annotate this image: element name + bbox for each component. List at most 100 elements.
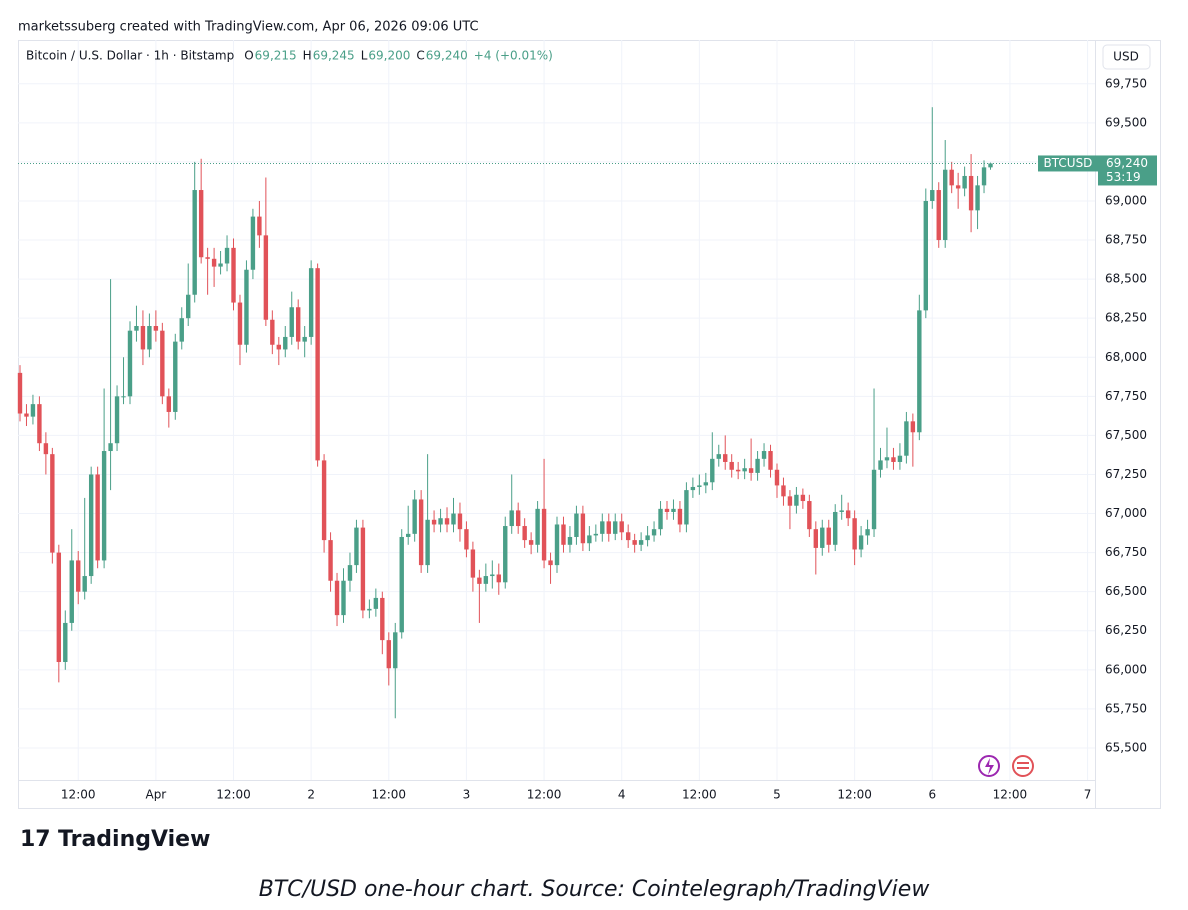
candle-body: [845, 510, 851, 519]
candle-body: [781, 485, 786, 497]
candle-body: [955, 185, 961, 189]
candle-body: [438, 518, 443, 525]
candle-body: [250, 216, 256, 270]
candle-body: [451, 513, 456, 525]
candle-body: [567, 536, 573, 545]
x-tick-label: 12:00: [682, 788, 717, 802]
currency-box[interactable]: [1102, 44, 1151, 70]
candle-body: [690, 486, 696, 491]
candle-body: [710, 458, 715, 483]
countdown: 53:19: [1106, 170, 1141, 184]
symbol-tag-text: BTCUSD: [1044, 156, 1093, 170]
candle-body: [347, 565, 353, 581]
candle-body: [198, 190, 204, 258]
y-tick-label: 66,750: [1105, 545, 1147, 559]
y-tick-label: 69,750: [1105, 76, 1147, 90]
legend-key: C: [416, 49, 424, 63]
candle-body: [444, 518, 450, 525]
icons: [978, 755, 1034, 777]
candle-body: [871, 469, 877, 530]
candle-body: [800, 494, 806, 502]
candle-body: [30, 404, 36, 417]
y-tick-label: 68,500: [1105, 272, 1147, 286]
candle-body: [619, 521, 624, 533]
candle-body: [496, 574, 501, 583]
candle-body: [503, 526, 508, 583]
x-tick-label: 12:00: [837, 788, 872, 802]
candle-body: [820, 527, 825, 548]
price-tag: [1098, 155, 1157, 186]
x-tick-label: 12:00: [993, 788, 1028, 802]
candle-body: [231, 247, 236, 303]
candle-body: [697, 485, 702, 487]
x-tick-label: 12:00: [371, 788, 406, 802]
candle-body: [651, 529, 657, 536]
candle-body: [95, 474, 100, 561]
candle-body: [981, 167, 987, 186]
candle-body: [580, 513, 586, 544]
candle-body: [373, 597, 379, 609]
candle-body: [211, 258, 217, 267]
x-tick-label: 6: [928, 788, 936, 802]
candle-body: [17, 372, 23, 414]
candle-body: [393, 632, 398, 669]
candle-body: [302, 336, 307, 342]
candle-body: [470, 549, 476, 578]
candle-body: [807, 501, 812, 530]
candle-body: [418, 499, 424, 566]
candle-body: [296, 307, 301, 342]
candle-body: [606, 521, 611, 534]
currency: USD: [1113, 50, 1139, 64]
candle-body: [509, 510, 514, 527]
legend-key: O: [244, 49, 253, 63]
y-tick-label: 68,000: [1105, 350, 1147, 364]
candle-body: [677, 508, 683, 525]
x-tick-label: 4: [618, 788, 626, 802]
candle-body: [548, 560, 553, 566]
candle-body: [160, 330, 165, 397]
y-tick-label: 67,750: [1105, 389, 1147, 403]
y-tick-label: 69,500: [1105, 115, 1147, 129]
candle-body: [587, 535, 592, 544]
candle-body: [477, 577, 482, 584]
candle-body: [50, 454, 55, 553]
candle-body: [943, 169, 948, 241]
candle-body: [354, 527, 359, 566]
candle-body: [283, 336, 288, 350]
candle-body: [774, 469, 780, 486]
x-tick-label: 12:00: [527, 788, 562, 802]
y-tick-label: 67,000: [1105, 506, 1147, 520]
y-tick-label: 66,500: [1105, 584, 1147, 598]
candle-body: [917, 310, 922, 433]
candle-body: [334, 580, 340, 616]
candle-body: [813, 529, 819, 548]
candle-body: [975, 185, 980, 211]
y-tick-label: 68,250: [1105, 311, 1147, 325]
candle-body: [263, 235, 269, 320]
candle-body: [723, 454, 728, 462]
candle-body: [276, 344, 281, 350]
candle-body: [852, 518, 857, 550]
candle-body: [43, 443, 49, 455]
candle-body: [289, 307, 294, 337]
price-tag-text: 69,240: [1106, 156, 1148, 170]
x-tick-label: 2: [307, 788, 315, 802]
candle-body: [37, 404, 42, 444]
brand: TradingView: [58, 827, 210, 852]
candle-body: [833, 511, 838, 545]
candle-body: [257, 216, 262, 236]
legend-value: 69,215: [255, 49, 297, 63]
candle-body: [153, 325, 159, 331]
x-tick-label: 5: [773, 788, 781, 802]
candle-body: [703, 482, 709, 486]
y-tick-label: 66,000: [1105, 662, 1147, 676]
candle-body: [755, 458, 760, 473]
symbol-tag: [1038, 155, 1098, 172]
legend-key: H: [303, 49, 312, 63]
candle-body: [380, 597, 385, 641]
candle-body: [173, 341, 178, 412]
candle-body: [399, 536, 404, 633]
candle-body: [179, 318, 184, 342]
credit: marketssuberg created with TradingView.c…: [18, 20, 479, 35]
candle-body: [205, 257, 210, 259]
